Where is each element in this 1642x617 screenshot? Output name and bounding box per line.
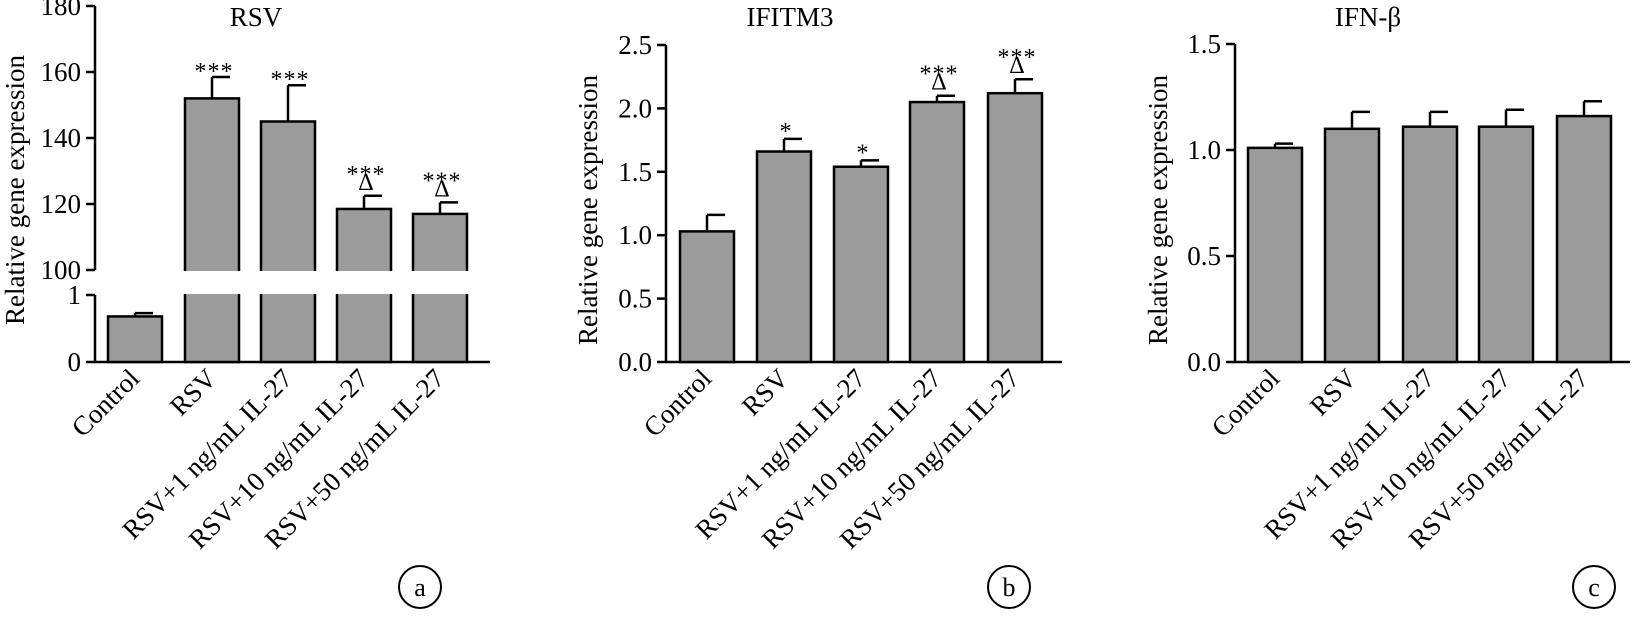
y-tick-label-1: 0.0: [1187, 347, 1221, 377]
bar-3: [832, 165, 890, 364]
category-label-2: RSV: [1304, 363, 1363, 422]
y-tick-label-upper-2: 120: [41, 189, 82, 219]
panel-a-bars: *** ***Δ***Δ***: [106, 59, 470, 364]
bar-5: [986, 91, 1044, 364]
category-label-2: RSV: [164, 363, 223, 422]
panel-b-label: b: [1003, 573, 1016, 602]
panel-a-label-badge: a: [398, 565, 442, 609]
y-tick-label-upper-4: 160: [41, 57, 82, 87]
category-label-2: RSV: [736, 363, 795, 422]
bar-3: [1401, 125, 1459, 364]
bar-3: [259, 120, 317, 364]
panel-c-title: IFN-β: [1335, 2, 1401, 32]
y-tick-label-lower-1: 0: [68, 347, 82, 377]
bar-5: [1555, 114, 1613, 364]
bar-2: [183, 97, 241, 364]
triangle-marker-4: Δ: [931, 70, 946, 96]
triangle-marker-4: Δ: [358, 170, 373, 196]
bar-2: [1323, 127, 1381, 364]
significance-marker-5: ***: [423, 168, 462, 194]
y-tick-label-upper-5: 180: [41, 0, 82, 21]
axis-break-gap-3: [258, 271, 318, 294]
y-tick-label-3: 1.0: [618, 220, 652, 250]
panel-a-label: a: [414, 573, 426, 602]
y-tick-label-2: 0.5: [1187, 241, 1221, 271]
panel-b-y-axis-label: Relative gene expression: [573, 75, 603, 345]
significance-marker-4: ***: [920, 62, 959, 88]
significance-marker-5: ***: [998, 45, 1037, 71]
axis-break-gap-5: [410, 271, 470, 294]
panel-b-label-badge: b: [987, 565, 1031, 609]
y-tick-label-4: 1.5: [618, 157, 652, 187]
panel-c-label-badge: c: [1572, 565, 1616, 609]
y-tick-label-5: 2.0: [618, 93, 652, 123]
panel-c-ifn-beta-chart: IFN-β Relative gene expression 0.0 0.5 1.0…: [1143, 2, 1630, 609]
triangle-marker-5: Δ: [434, 176, 449, 202]
significance-marker-4: ***: [347, 162, 386, 188]
axis-break-gap-4: [334, 271, 394, 294]
panel-c-y-axis-label: Relative gene expression: [1143, 75, 1173, 345]
panel-b-title: IFITM3: [747, 2, 834, 32]
y-tick-label-upper-1: 100: [41, 255, 82, 285]
panel-c-label: c: [1588, 573, 1600, 602]
y-tick-label-6: 2.5: [618, 30, 652, 60]
y-tick-label-2: 0.5: [618, 284, 652, 314]
bar-1: [1246, 146, 1304, 364]
triangle-marker-5: Δ: [1009, 53, 1024, 79]
panel-c-bars: [1246, 99, 1613, 364]
panel-c-axes: 0.0 0.5 1.0 1.5: [1187, 29, 1630, 377]
significance-marker-2: *: [780, 119, 793, 145]
significance-marker-3: ***: [271, 67, 310, 93]
axis-break-gap-2: [182, 271, 242, 294]
y-tick-label-lower-2: 1: [68, 280, 82, 310]
y-tick-label-3: 1.0: [1187, 135, 1221, 165]
panel-a-title: RSV: [230, 2, 283, 32]
bar-1: [678, 230, 736, 364]
y-tick-label-4: 1.5: [1187, 29, 1221, 59]
bar-1: [106, 315, 164, 364]
bar-2: [755, 150, 813, 364]
panel-a-y-axis-label: Relative gene expression: [0, 55, 30, 325]
bar-4: [1477, 125, 1535, 364]
significance-marker-3: *: [857, 140, 870, 166]
significance-marker-2: ***: [195, 59, 234, 85]
panel-b-bars: **Δ*** Δ***: [678, 45, 1044, 364]
bar-4: [908, 100, 966, 364]
y-tick-label-upper-3: 140: [41, 123, 82, 153]
y-tick-label-1: 0.0: [618, 347, 652, 377]
panel-b-ifitm3-chart: IFITM3 Relative gene expression 0.0 0.5 1.…: [573, 2, 1062, 609]
